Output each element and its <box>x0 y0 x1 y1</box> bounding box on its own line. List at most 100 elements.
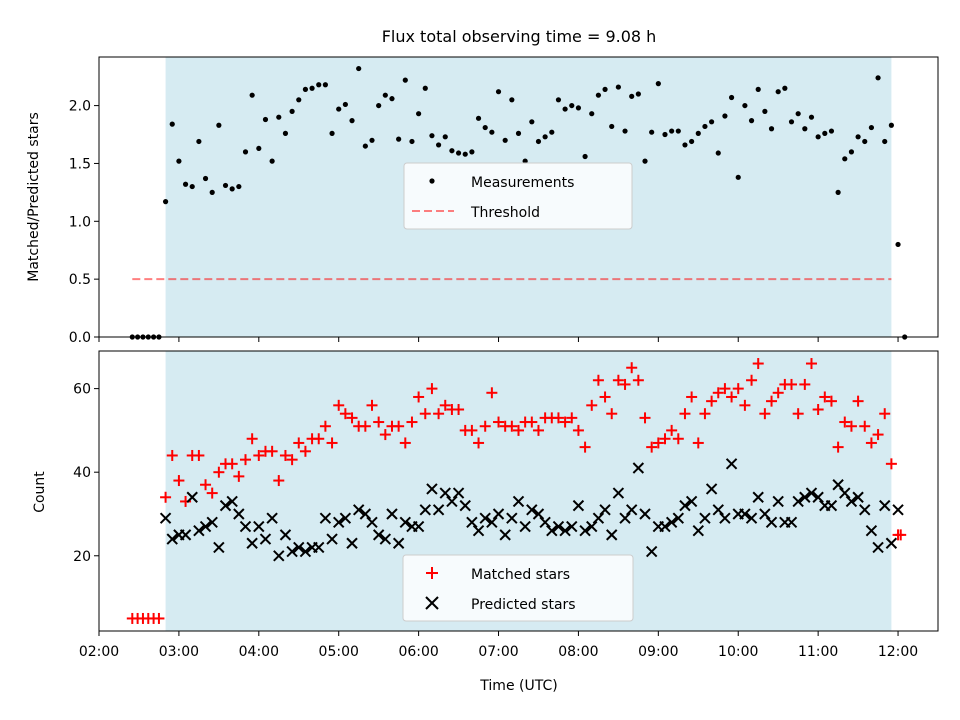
matched-stars-point <box>652 437 664 449</box>
predicted-stars-point <box>313 541 325 554</box>
legend-measurements-marker <box>429 178 435 184</box>
predicted-stars-point <box>186 491 198 503</box>
matched-stars-point <box>626 362 638 374</box>
matched-stars-point <box>752 358 764 370</box>
measurement-point <box>848 149 855 155</box>
matched-stars-point <box>532 424 544 436</box>
matched-stars-point <box>359 420 371 432</box>
matched-stars-point <box>786 378 798 390</box>
measurement-point <box>509 97 515 103</box>
measurement-point <box>835 189 841 195</box>
predicted-stars-point <box>539 516 551 529</box>
predicted-stars-point <box>659 520 671 533</box>
measurement-point <box>862 138 868 145</box>
predicted-stars-point <box>319 512 332 524</box>
predicted-stars-point <box>286 545 298 558</box>
measurement-point <box>808 114 815 120</box>
y-tick-label: 60 <box>73 382 91 398</box>
measurement-point <box>269 158 275 164</box>
measurement-point <box>875 75 881 81</box>
predicted-stars-point <box>606 529 618 541</box>
matched-stars-point <box>799 378 811 390</box>
matched-stars-point <box>233 470 245 482</box>
measurement-point <box>169 121 175 127</box>
measurement-point <box>575 105 582 111</box>
predicted-stars-point <box>246 537 258 549</box>
predicted-stars-point <box>206 516 218 529</box>
predicted-stars-point <box>412 520 425 533</box>
measurement-point <box>162 199 169 205</box>
count-marks <box>126 358 907 624</box>
matched-stars-point <box>572 424 584 436</box>
measurement-point <box>522 158 528 164</box>
predicted-stars-point <box>772 495 784 508</box>
measurement-point <box>336 106 342 112</box>
predicted-stars-point <box>885 537 898 549</box>
legend-predicted-label: Predicted stars <box>471 597 576 613</box>
matched-stars-point <box>293 437 305 449</box>
predicted-stars-point <box>339 512 352 524</box>
predicted-stars-point <box>472 524 485 537</box>
measurement-point <box>495 89 502 95</box>
measurement-point <box>742 102 748 109</box>
x-tick-label: 05:00 <box>319 644 359 660</box>
matched-stars-point <box>686 391 698 403</box>
matched-stars-point <box>879 408 891 420</box>
matched-stars-point <box>473 437 485 449</box>
measurement-point <box>189 183 195 190</box>
y-tick-label: 0.5 <box>69 272 91 288</box>
predicted-stars-point <box>859 504 871 516</box>
matched-stars-point <box>812 404 824 416</box>
legend-predicted-marker <box>425 596 439 610</box>
measurement-point <box>515 130 522 136</box>
x-tick-label: 10:00 <box>718 644 758 660</box>
predicted-stars-point <box>179 529 192 541</box>
legend-matched-label: Matched stars <box>471 567 570 583</box>
legend-matched-marker <box>426 567 438 579</box>
predicted-stars-point <box>326 533 338 545</box>
count-x-ticks: 02:00 03:00 04:00 05:00 06:00 07:00 08:00 09:00… <box>79 631 918 660</box>
measurement-point <box>855 134 861 140</box>
matched-stars-point <box>366 399 378 411</box>
measurement-point <box>229 186 235 192</box>
measurement-point <box>768 126 775 132</box>
matched-stars-point <box>160 491 172 503</box>
matched-stars-point <box>706 395 718 407</box>
measurement-point <box>342 101 348 108</box>
predicted-stars-point <box>226 495 238 508</box>
measurement-point <box>868 124 875 131</box>
predicted-stars-point <box>526 504 538 516</box>
matched-stars-point <box>426 383 438 395</box>
predicted-stars-point <box>845 495 858 508</box>
measurement-point <box>329 130 335 136</box>
predicted-stars-point <box>452 487 465 499</box>
predicted-stars-point <box>459 499 471 512</box>
predicted-stars-point <box>233 508 245 520</box>
predicted-stars-point <box>532 508 545 520</box>
predicted-stars-point <box>839 487 851 499</box>
predicted-stars-point <box>632 462 645 474</box>
x-tick-label: 08:00 <box>558 644 598 660</box>
measurement-point <box>748 118 755 124</box>
measurement-point <box>382 92 388 98</box>
predicted-stars-point <box>619 512 631 524</box>
matched-stars-point <box>486 387 498 399</box>
predicted-stars-point <box>439 487 451 499</box>
measurement-point <box>629 93 635 99</box>
y-tick-label: 0.0 <box>69 330 91 346</box>
matched-stars-point <box>646 441 658 453</box>
matched-stars-point <box>326 437 338 449</box>
y-tick-label: 1.0 <box>69 214 91 230</box>
matched-stars-point <box>579 441 591 453</box>
predicted-stars-point <box>699 512 711 524</box>
measurement-point <box>828 128 835 134</box>
matched-stars-point <box>592 374 604 386</box>
matched-stars-point <box>719 383 731 395</box>
predicted-stars-point <box>692 524 704 537</box>
measurement-point <box>595 92 602 98</box>
predicted-stars-point <box>426 483 438 495</box>
measurement-point <box>675 128 681 134</box>
measurement-point <box>389 96 395 102</box>
measurement-point <box>435 142 442 148</box>
matched-stars-point <box>253 449 265 461</box>
